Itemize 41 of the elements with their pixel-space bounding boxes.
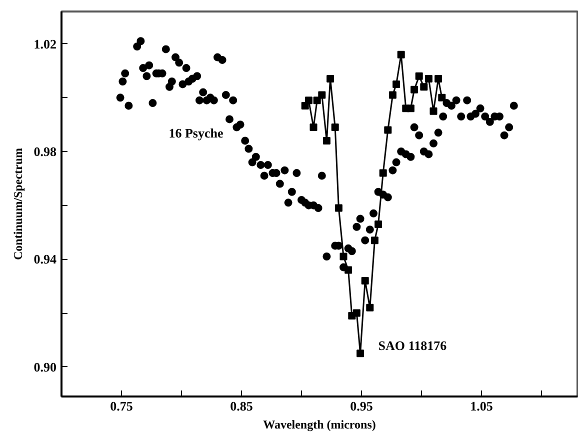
point <box>318 91 326 99</box>
point <box>331 124 339 132</box>
series-label: 16 Psyche <box>168 126 224 141</box>
point <box>326 75 334 83</box>
y-tick-label: 0.98 <box>34 144 57 159</box>
point <box>344 266 352 274</box>
series-label: SAO 118176 <box>378 338 448 353</box>
x-axis-title: Wavelength (microns) <box>263 418 376 432</box>
point <box>392 80 400 88</box>
point <box>366 304 374 312</box>
point <box>304 96 312 104</box>
point <box>356 350 364 358</box>
point <box>397 50 405 58</box>
point <box>434 75 442 83</box>
point <box>420 83 428 91</box>
point <box>379 169 387 177</box>
point <box>424 75 432 83</box>
x-tick-label: 0.85 <box>230 398 254 414</box>
x-tick-label: 0.95 <box>350 398 374 414</box>
point <box>352 309 360 317</box>
x-tick-label: 0.75 <box>110 398 134 414</box>
point <box>388 91 396 99</box>
point <box>340 252 348 260</box>
point <box>384 126 392 134</box>
point <box>430 107 438 115</box>
point <box>370 236 378 244</box>
x-tick-label: 1.05 <box>470 398 494 414</box>
point <box>410 86 418 94</box>
point <box>334 204 342 212</box>
point <box>310 124 318 132</box>
point <box>415 72 423 80</box>
y-tick-label: 0.94 <box>34 252 57 267</box>
point <box>406 104 414 112</box>
y-tick-label: 1.02 <box>34 36 56 52</box>
y-axis-title: Continuum/Spectrum <box>10 148 25 260</box>
point <box>438 94 446 102</box>
point <box>361 276 369 284</box>
point <box>313 96 321 104</box>
point <box>374 220 382 228</box>
point <box>322 136 330 144</box>
y-tick-label: 0.90 <box>34 359 56 374</box>
